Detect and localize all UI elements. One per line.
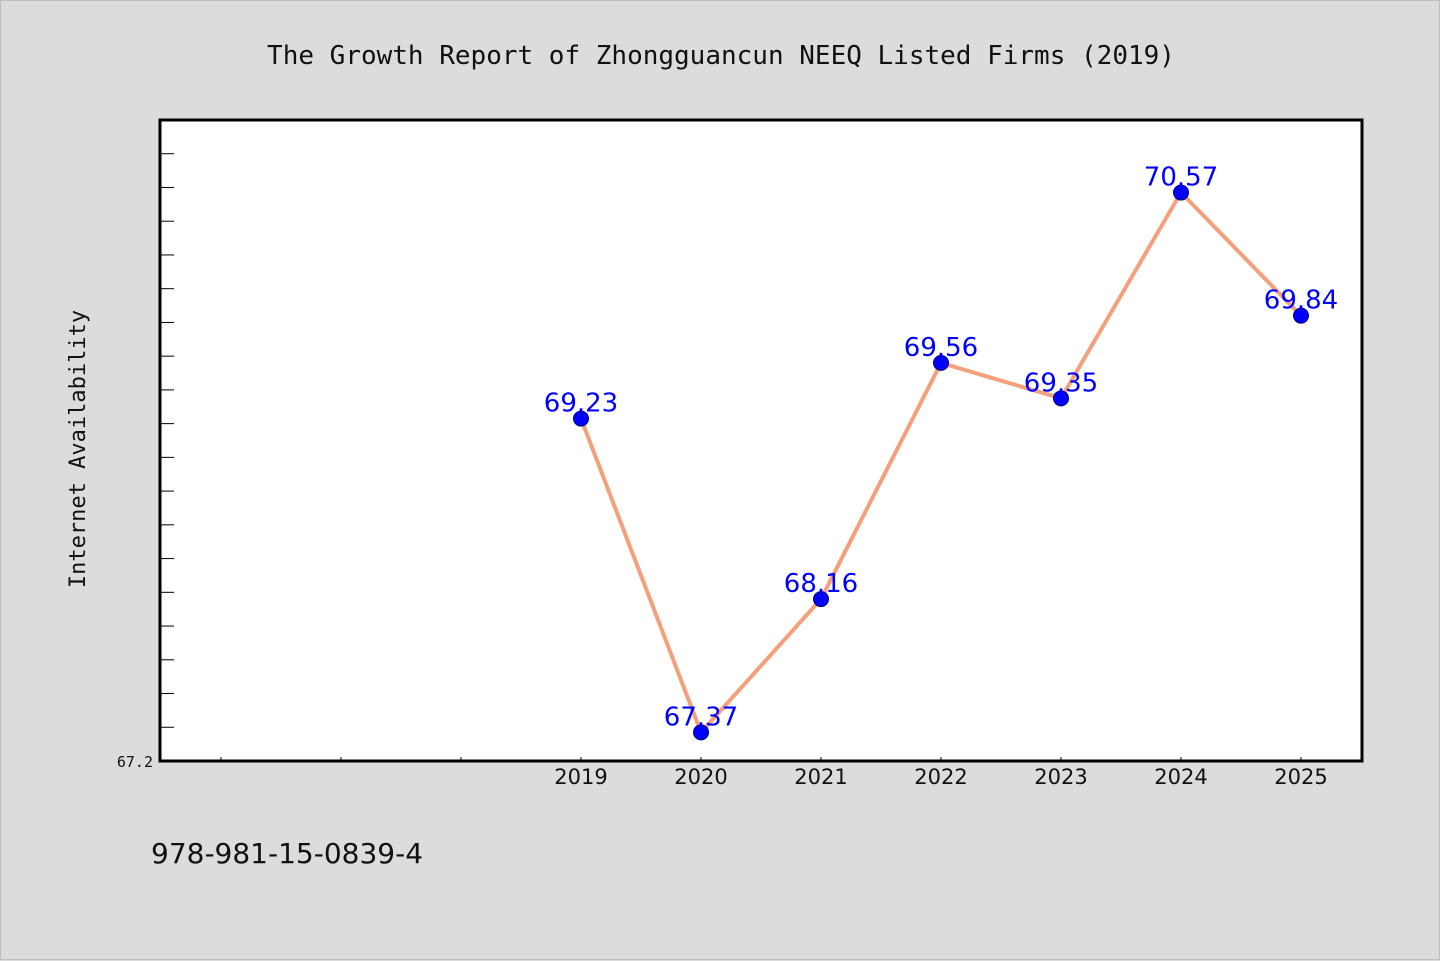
data-label: 69.84 [1264,286,1338,316]
data-point-marker [573,410,589,427]
data-point-marker [813,591,829,608]
data-label: 70.57 [1144,163,1218,193]
x-tick-label: 2022 [914,765,967,789]
x-tick-label: 2025 [1274,765,1327,789]
axis-ticks [160,119,1302,761]
x-tick-label: 2021 [794,765,847,789]
x-tick-label: 2023 [1034,765,1087,789]
data-point-marker [1293,307,1309,324]
x-tick-label: 2024 [1154,765,1207,789]
isbn-footer: 978-981-15-0839-4 [151,837,424,870]
data-label: 69.23 [544,389,618,419]
data-point-marker [933,354,949,371]
data-label: 69.35 [1024,368,1098,398]
y-tick-label: 67.2 [117,753,153,771]
data-label: 67.37 [664,702,738,732]
data-point-marker [1053,390,1069,407]
data-point-marker [1173,184,1189,201]
chart-title: The Growth Report of Zhongguancun NEEQ L… [267,41,1175,71]
x-tick-labels: 2019 2020 2021 2022 2023 2024 2025 [554,765,1327,789]
data-label: 68.16 [784,569,858,599]
x-tick-label: 2020 [674,765,727,789]
y-tick-labels: 67.2 [117,753,153,771]
series-group: 69.23 67.37 68.16 69.56 69.35 70.57 69.84 [544,163,1338,741]
data-label: 69.56 [904,333,978,363]
x-tick-label: 2019 [554,765,607,789]
y-axis-label: Internet Availability [66,310,91,588]
data-point-marker [693,724,709,741]
